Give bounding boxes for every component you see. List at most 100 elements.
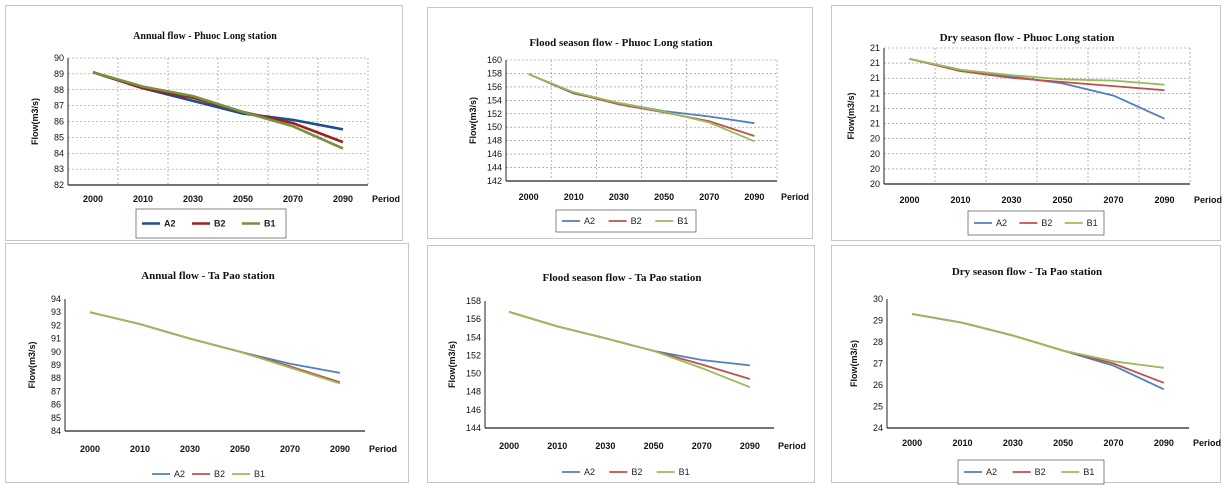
y-tick-label: 158 [487, 68, 502, 78]
y-tick-label: 148 [487, 136, 502, 146]
y-tick-label: 25 [873, 402, 883, 412]
series-line-b1 [912, 313, 1164, 369]
x-tick-label: 2000 [902, 438, 922, 448]
y-tick-label: 85 [51, 413, 61, 423]
x-tick-label: 2090 [330, 444, 350, 454]
chart-annual-phuoc-long: Annual flow - Phuoc Long station 82 83 84 85… [5, 5, 403, 241]
chart-annual-ta-pao: Annual flow - Ta Pao station 84 85 86 87 88 89… [5, 243, 409, 483]
chart-title: Dry season flow - Ta Pao station [952, 266, 1102, 278]
legend-label-a2: A2 [986, 467, 997, 477]
x-tick-label: 2010 [130, 444, 150, 454]
chart-svg: Annual flow - Phuoc Long station 82 83 84 85… [30, 31, 400, 239]
series-line-a2 [508, 311, 751, 367]
y-tick-label: 29 [873, 316, 883, 326]
y-tick-label: 156 [466, 314, 481, 324]
y-tick-label: 152 [466, 350, 481, 360]
chart-svg: Dry season flow - Ta Pao station 24 25 26 27… [849, 266, 1221, 485]
x-tick-label: 2030 [180, 444, 200, 454]
y-tick-label: 21 [870, 119, 880, 129]
y-axis-title: Flow(m3/s) [447, 341, 457, 388]
series-line-b1 [909, 58, 1165, 86]
y-tick-label: 85 [54, 132, 64, 142]
chart-title: Annual flow - Phuoc Long station [133, 31, 277, 42]
x-tick-label: 2050 [230, 444, 250, 454]
legend-label-b2: B2 [631, 467, 642, 477]
legend-label-b1: B1 [254, 469, 265, 479]
x-tick-label: 2000 [499, 441, 519, 451]
x-tick-label: 2070 [280, 444, 300, 454]
y-tick-label: 144 [487, 163, 502, 173]
y-tick-label: 20 [870, 164, 880, 174]
y-axis-title: Flow(m3/s) [849, 340, 859, 387]
y-tick-label: 150 [487, 122, 502, 132]
y-tick-label: 24 [873, 423, 883, 433]
y-tick-label: 92 [51, 320, 61, 330]
legend-label-a2: A2 [584, 467, 595, 477]
y-tick-label: 152 [487, 109, 502, 119]
x-tick-label: 2050 [1052, 195, 1072, 205]
y-tick-label: 83 [54, 164, 64, 174]
y-tick-label: 144 [466, 423, 481, 433]
chart-dry-phuoc-long: Dry season flow - Phuoc Long station 20 20… [831, 5, 1222, 241]
y-tick-label: 84 [54, 148, 64, 158]
legend-label-a2: A2 [174, 469, 185, 479]
x-tick-label: 2070 [699, 192, 719, 202]
chart-flood-ta-pao: Flood season flow - Ta Pao station 144 146… [427, 245, 815, 483]
y-tick-label: 93 [51, 307, 61, 317]
legend-label-b2: B2 [1041, 218, 1052, 228]
x-tick-label: 2070 [283, 194, 303, 204]
x-tick-label: 2090 [1154, 195, 1174, 205]
y-tick-label: 20 [870, 179, 880, 189]
y-tick-label: 88 [51, 373, 61, 383]
y-tick-label: 88 [54, 85, 64, 95]
y-tick-label: 90 [51, 347, 61, 357]
y-tick-label: 21 [870, 58, 880, 68]
x-tick-label: 2030 [183, 194, 203, 204]
y-tick-label: 20 [870, 134, 880, 144]
y-tick-label: 87 [54, 101, 64, 111]
series-line-b1 [528, 73, 755, 143]
y-tick-label: 86 [54, 117, 64, 127]
x-tick-label: 2090 [744, 192, 764, 202]
y-tick-label: 84 [51, 426, 61, 436]
series-line-b2 [909, 58, 1165, 92]
y-axis-title: Flow(m3/s) [30, 98, 40, 145]
x-tick-label: 2070 [1103, 438, 1123, 448]
series-line-a2 [92, 71, 344, 131]
y-tick-label: 89 [51, 360, 61, 370]
x-tick-label: 2090 [1154, 438, 1174, 448]
y-tick-label: 26 [873, 380, 883, 390]
chart-title: Annual flow - Ta Pao station [141, 270, 275, 282]
chart-title: Flood season flow - Ta Pao station [543, 272, 702, 284]
y-tick-label: 82 [54, 180, 64, 190]
x-tick-label: 2010 [950, 195, 970, 205]
y-tick-label: 94 [51, 294, 61, 304]
x-tick-label: 2070 [692, 441, 712, 451]
x-tick-label: 2090 [333, 194, 353, 204]
x-tick-label: 2010 [133, 194, 153, 204]
y-tick-label: 90 [54, 53, 64, 63]
y-tick-label: 156 [487, 82, 502, 92]
y-tick-label: 146 [466, 405, 481, 415]
y-tick-label: 86 [51, 400, 61, 410]
legend-label-b2: B2 [631, 216, 642, 226]
x-tick-label: 2050 [233, 194, 253, 204]
y-tick-label: 87 [51, 386, 61, 396]
chart-svg: Annual flow - Ta Pao station 84 85 86 87 88 89… [27, 270, 397, 479]
x-axis-title: Period [778, 441, 806, 451]
y-tick-label: 21 [870, 73, 880, 83]
y-tick-label: 27 [873, 359, 883, 369]
x-tick-label: 2030 [1001, 195, 1021, 205]
legend-box [957, 459, 1105, 485]
x-tick-label: 2010 [564, 192, 584, 202]
series-line-a2 [912, 313, 1165, 391]
x-tick-label: 2000 [519, 192, 539, 202]
y-tick-label: 28 [873, 337, 883, 347]
chart-title: Dry season flow - Phuoc Long station [940, 32, 1115, 44]
chart-flood-phuoc-long: Flood season flow - Phuoc Long station 14… [427, 7, 813, 239]
legend-label-a2: A2 [996, 218, 1007, 228]
legend-label-b2: B2 [1035, 467, 1046, 477]
x-axis-title: Period [372, 194, 400, 204]
x-tick-label: 2070 [1103, 195, 1123, 205]
series-line-b1 [92, 71, 344, 150]
